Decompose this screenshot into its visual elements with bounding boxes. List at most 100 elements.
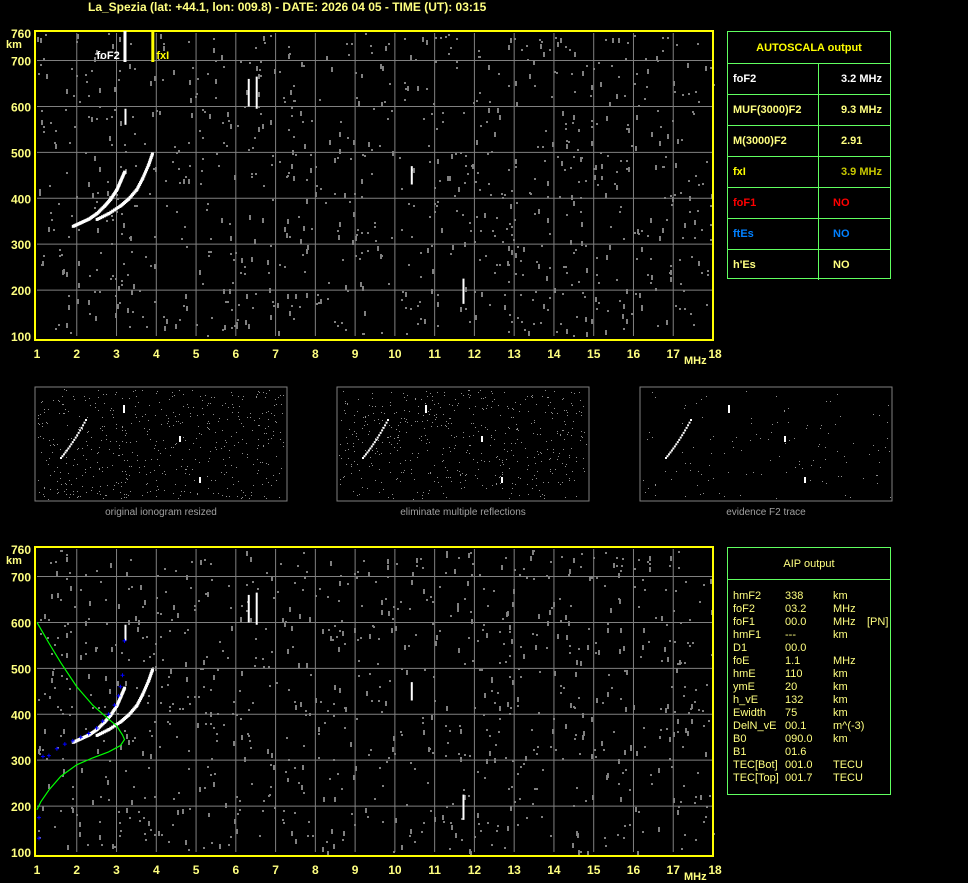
noise-dot [126, 572, 128, 577]
noise-dot [692, 642, 694, 644]
thumbnail-noise [38, 423, 39, 424]
noise-dot [502, 241, 504, 243]
noise-dot [460, 152, 462, 154]
noise-dot [78, 229, 80, 231]
noise-dot [115, 313, 117, 318]
noise-dot [50, 562, 52, 564]
noise-dot [246, 610, 248, 612]
noise-dot [607, 692, 609, 697]
autoscala-value: NO [833, 197, 850, 209]
thumbnail-noise [87, 445, 88, 446]
noise-dot [109, 689, 111, 694]
thumbnail-noise [702, 417, 703, 418]
noise-dot [410, 55, 412, 60]
noise-dot [116, 211, 118, 213]
noise-dot [96, 201, 98, 203]
noise-dot [392, 747, 394, 752]
thumbnail-noise [38, 415, 39, 416]
noise-dot [389, 680, 391, 682]
thumbnail-noise [38, 480, 39, 481]
noise-dot [597, 184, 599, 186]
thumbnail-noise [264, 496, 265, 497]
noise-dot [286, 233, 288, 238]
f2-trace-point [116, 206, 120, 210]
noise-dot [197, 78, 199, 80]
noise-dot [255, 47, 257, 49]
noise-dot [287, 219, 289, 224]
thumbnail-noise [444, 395, 445, 396]
aip-row: hmF1 --- km [728, 629, 890, 642]
thumbnail-noise [370, 457, 371, 458]
thumbnail-noise [391, 392, 392, 393]
thumbnail-noise [359, 470, 360, 471]
noise-dot [169, 723, 171, 725]
noise-dot [609, 102, 611, 107]
thumbnail-noise [435, 419, 436, 420]
thumbnail-noise [419, 438, 420, 439]
noise-dot [393, 851, 395, 853]
noise-dot [319, 99, 321, 101]
x-tick-label: 6 [232, 863, 239, 877]
thumbnail-noise [118, 483, 119, 484]
noise-dot [465, 287, 467, 292]
noise-dot [258, 106, 260, 108]
noise-dot [88, 182, 90, 187]
thumbnail-noise [252, 430, 253, 431]
noise-dot [133, 284, 135, 289]
noise-dot [532, 633, 534, 635]
noise-dot [591, 120, 593, 122]
noise-dot [336, 636, 338, 638]
noise-dot [516, 202, 518, 204]
noise-dot [150, 265, 152, 267]
f2-trace-point [111, 725, 115, 729]
thumbnail-noise [477, 478, 478, 479]
noise-dot [39, 746, 41, 751]
thumbnail-noise [499, 477, 500, 478]
noise-dot [487, 605, 489, 607]
noise-dot [578, 850, 580, 855]
noise-dot [515, 81, 517, 86]
noise-dot [595, 652, 597, 654]
noise-dot [100, 252, 102, 254]
thumbnail-noise [87, 432, 88, 433]
noise-dot [618, 759, 620, 764]
thumbnail-noise [536, 478, 537, 479]
noise-dot [636, 258, 638, 260]
noise-dot [315, 698, 317, 703]
noise-dot [687, 63, 689, 68]
noise-dot [424, 669, 426, 671]
thumbnail-noise [746, 474, 747, 475]
noise-dot [513, 589, 515, 594]
noise-dot [638, 105, 640, 107]
f2-trace-point [147, 162, 151, 166]
noise-dot [575, 672, 577, 677]
noise-dot [227, 112, 229, 117]
thumbnail-noise [226, 442, 227, 443]
noise-dot [666, 320, 668, 325]
noise-dot [570, 605, 572, 607]
noise-dot [471, 574, 473, 576]
thumbnail-noise [379, 454, 380, 455]
aip-u [833, 642, 867, 655]
aip-v: 03.2 [785, 603, 807, 615]
thumbnail-noise [271, 485, 272, 486]
noise-dot [361, 196, 363, 198]
noise-dot [244, 266, 246, 268]
thumbnail-noise [126, 474, 127, 475]
thumbnail-noise [172, 396, 173, 397]
fitted-point [116, 693, 121, 698]
thumbnail-noise [378, 440, 379, 441]
noise-dot [659, 737, 661, 739]
thumbnail-noise [138, 402, 139, 403]
noise-dot [337, 325, 339, 327]
noise-dot [192, 67, 194, 69]
noise-dot [456, 210, 458, 212]
thumbnail-noise [239, 419, 240, 420]
thumbnail-noise [190, 413, 191, 414]
thumbnail-noise [269, 390, 270, 391]
noise-dot [256, 66, 258, 71]
noise-dot [338, 647, 340, 652]
noise-dot [66, 653, 68, 658]
noise-dot [703, 725, 705, 727]
thumbnail-noise [549, 459, 550, 460]
